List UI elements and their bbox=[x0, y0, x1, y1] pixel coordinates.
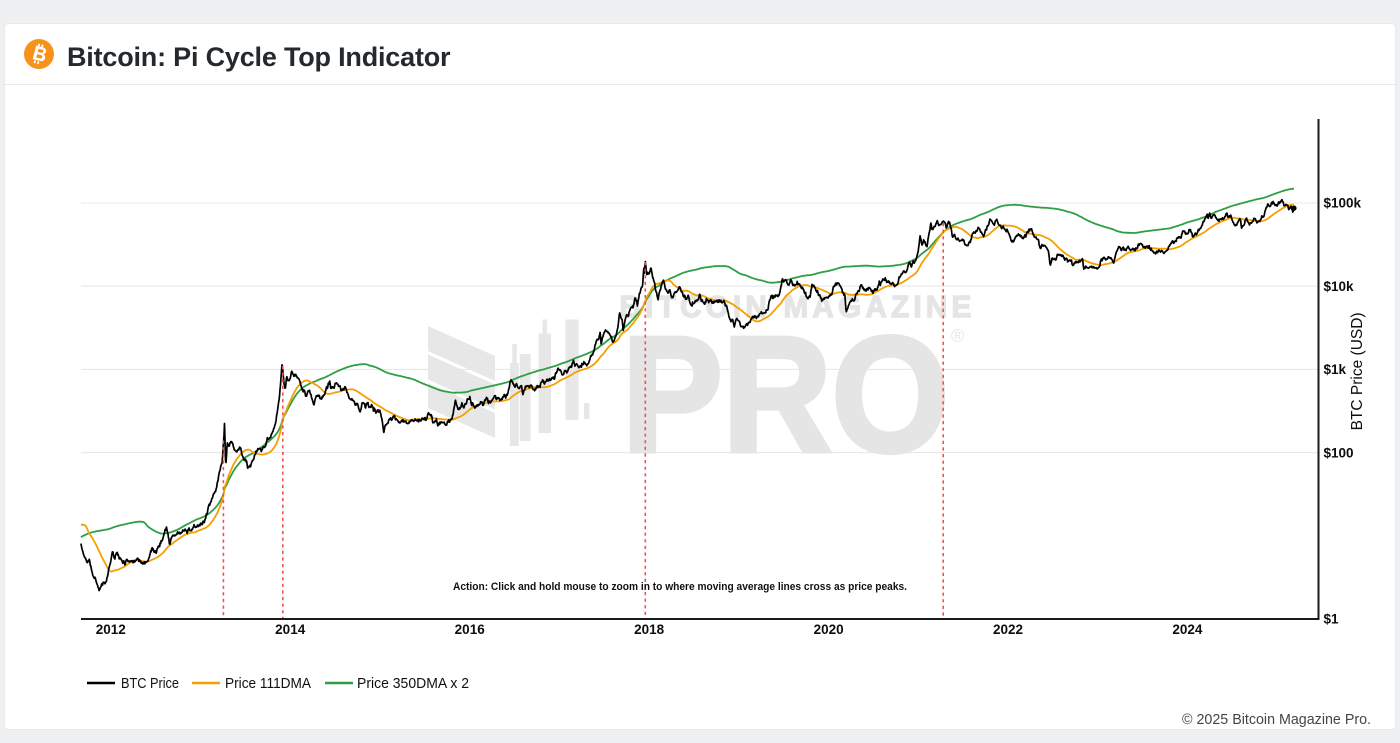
svg-text:Action: Click and hold mouse t: Action: Click and hold mouse to zoom in … bbox=[453, 581, 907, 593]
svg-text:$1: $1 bbox=[1324, 612, 1340, 627]
svg-text:®: ® bbox=[951, 326, 964, 346]
svg-text:© 2025 Bitcoin Magazine Pro.: © 2025 Bitcoin Magazine Pro. bbox=[1182, 711, 1371, 728]
svg-text:2014: 2014 bbox=[275, 622, 306, 637]
svg-text:$1k: $1k bbox=[1324, 362, 1347, 377]
svg-text:$100k: $100k bbox=[1324, 196, 1362, 211]
svg-text:BTC Price: BTC Price bbox=[121, 676, 179, 692]
svg-text:Price 350DMA x 2: Price 350DMA x 2 bbox=[357, 676, 469, 692]
svg-text:PRO: PRO bbox=[622, 303, 949, 486]
svg-text:2020: 2020 bbox=[814, 622, 844, 637]
svg-text:$10k: $10k bbox=[1324, 279, 1355, 294]
svg-text:2018: 2018 bbox=[634, 622, 665, 637]
svg-text:2022: 2022 bbox=[993, 622, 1023, 637]
svg-text:2024: 2024 bbox=[1172, 622, 1203, 637]
svg-text:$100: $100 bbox=[1324, 445, 1354, 460]
svg-text:2016: 2016 bbox=[455, 622, 486, 637]
svg-text:2012: 2012 bbox=[96, 622, 126, 637]
svg-text:BITCOIN MAGAZINE: BITCOIN MAGAZINE bbox=[620, 289, 976, 324]
svg-text:Price 111DMA: Price 111DMA bbox=[225, 676, 311, 692]
svg-text:BTC Price (USD): BTC Price (USD) bbox=[1349, 312, 1366, 430]
